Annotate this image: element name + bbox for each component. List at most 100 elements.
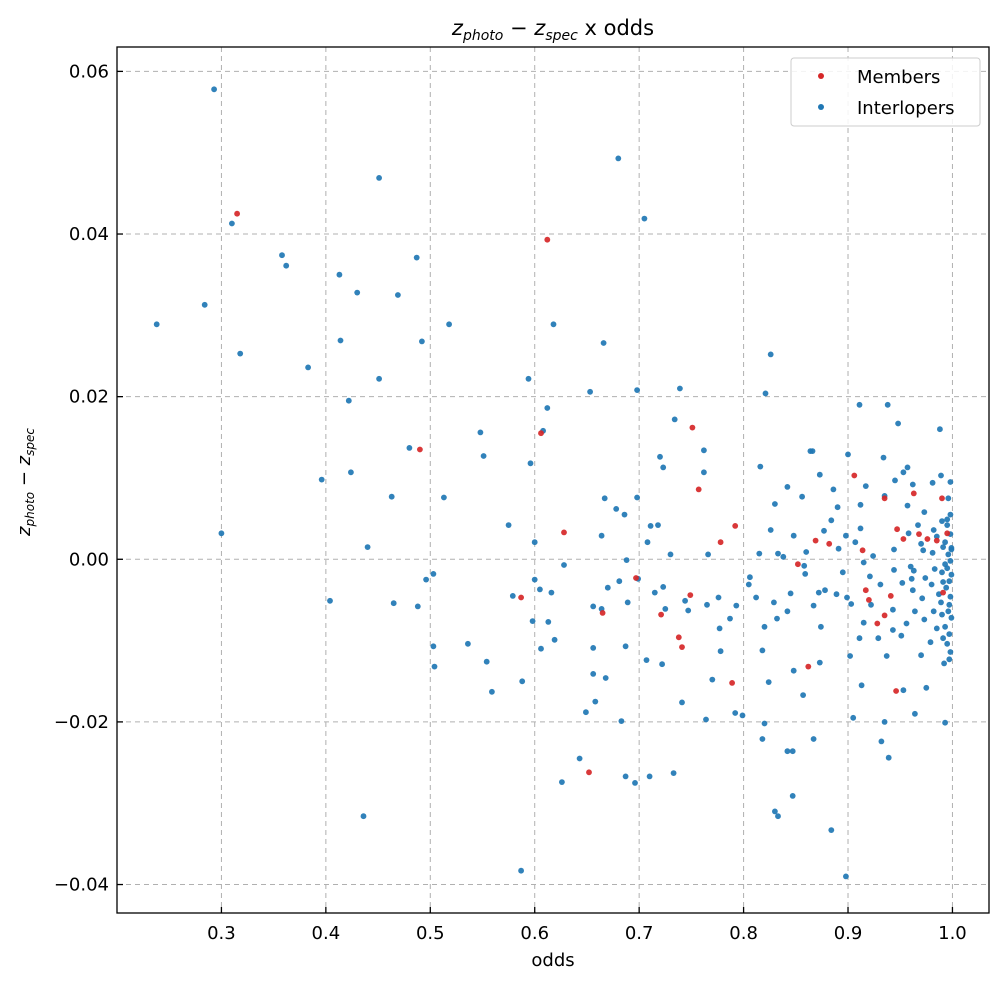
- point-members: [561, 529, 567, 536]
- point-interlopers: [892, 477, 898, 484]
- title-minus: −: [503, 16, 534, 40]
- point-members: [586, 769, 592, 776]
- series-interlopers: [153, 86, 955, 880]
- title-sub1: photo: [462, 28, 503, 44]
- point-interlopers: [856, 635, 863, 642]
- point-members: [866, 597, 872, 603]
- axis-ticks: 0.3 0.4 0.5 0.6 0.7 0.8 0.9 1.0 −0.04 −0.02 0.00 0.…: [54, 61, 967, 944]
- point-interlopers: [446, 321, 452, 328]
- point-interlopers: [759, 736, 766, 742]
- point-interlopers: [465, 640, 471, 647]
- point-interlopers: [807, 448, 814, 454]
- point-interlopers: [767, 351, 774, 358]
- point-interlopers: [908, 575, 915, 582]
- point-interlopers: [545, 619, 552, 625]
- point-interlopers: [942, 719, 948, 726]
- point-interlopers: [518, 867, 524, 874]
- point-interlopers: [775, 813, 781, 820]
- point-interlopers: [904, 464, 911, 471]
- point-interlopers: [868, 601, 874, 608]
- point-interlopers: [153, 321, 160, 328]
- point-interlopers: [900, 469, 907, 476]
- point-interlopers: [598, 532, 605, 539]
- point-interlopers: [930, 608, 937, 615]
- point-interlopers: [531, 576, 538, 583]
- point-members: [729, 680, 735, 686]
- point-members: [687, 592, 694, 598]
- point-interlopers: [679, 699, 685, 706]
- point-interlopers: [909, 481, 916, 488]
- point-interlopers: [364, 544, 371, 550]
- point-members: [900, 536, 907, 542]
- point-interlopers: [771, 599, 777, 606]
- point-interlopers: [929, 479, 936, 486]
- point-interlopers: [921, 509, 928, 515]
- point-interlopers: [641, 215, 648, 222]
- point-members: [887, 593, 894, 599]
- series-members: [234, 210, 951, 776]
- point-members: [518, 594, 524, 601]
- point-members: [893, 688, 899, 694]
- point-interlopers: [548, 589, 555, 596]
- point-members: [544, 236, 551, 243]
- point-interlopers: [761, 720, 768, 727]
- point-interlopers: [918, 540, 924, 547]
- point-interlopers: [419, 338, 425, 345]
- point-interlopers: [753, 594, 759, 601]
- point-interlopers: [376, 175, 382, 181]
- point-interlopers: [915, 522, 921, 528]
- point-interlopers: [519, 678, 526, 685]
- point-interlopers: [945, 551, 952, 558]
- point-members: [599, 610, 606, 616]
- point-interlopers: [948, 614, 955, 621]
- point-interlopers: [765, 679, 772, 685]
- point-interlopers: [830, 486, 837, 493]
- x-tick-label: 0.9: [834, 923, 863, 944]
- point-members: [881, 495, 888, 502]
- point-interlopers: [430, 643, 437, 650]
- point-interlopers: [622, 773, 629, 780]
- point-interlopers: [941, 660, 947, 667]
- point-interlopers: [348, 469, 354, 476]
- x-axis-label: odds: [531, 950, 574, 971]
- point-members: [417, 446, 423, 453]
- point-interlopers: [537, 586, 543, 593]
- point-interlopers: [940, 544, 946, 550]
- point-members: [940, 589, 946, 596]
- point-interlopers: [624, 599, 631, 606]
- point-interlopers: [945, 495, 952, 502]
- point-interlopers: [942, 539, 948, 546]
- point-interlopers: [904, 502, 911, 509]
- point-interlopers: [337, 337, 344, 344]
- point-members: [924, 536, 931, 542]
- point-interlopers: [885, 754, 892, 761]
- point-interlopers: [802, 571, 809, 577]
- point-interlopers: [880, 454, 887, 461]
- point-interlopers: [816, 471, 823, 478]
- point-interlopers: [615, 155, 622, 162]
- x-tick-label: 0.3: [207, 923, 236, 944]
- point-interlopers: [761, 623, 768, 630]
- point-interlopers: [821, 527, 827, 534]
- point-interlopers: [852, 539, 859, 546]
- point-members: [805, 663, 812, 670]
- point-interlopers: [903, 620, 910, 627]
- point-interlopers: [701, 447, 707, 454]
- legend-marker-interlopers: [818, 104, 824, 110]
- point-interlopers: [881, 719, 888, 725]
- point-interlopers: [727, 615, 733, 622]
- point-interlopers: [891, 567, 897, 573]
- point-interlopers: [671, 416, 678, 423]
- point-interlopers: [659, 661, 665, 668]
- point-interlopers: [759, 647, 766, 654]
- point-interlopers: [651, 589, 658, 596]
- point-interlopers: [938, 599, 944, 606]
- point-interlopers: [810, 602, 817, 609]
- point-interlopers: [835, 545, 842, 552]
- point-interlopers: [660, 464, 667, 471]
- x-tick-label: 0.7: [625, 923, 654, 944]
- point-interlopers: [843, 873, 849, 880]
- point-interlopers: [857, 525, 864, 532]
- point-interlopers: [948, 571, 955, 578]
